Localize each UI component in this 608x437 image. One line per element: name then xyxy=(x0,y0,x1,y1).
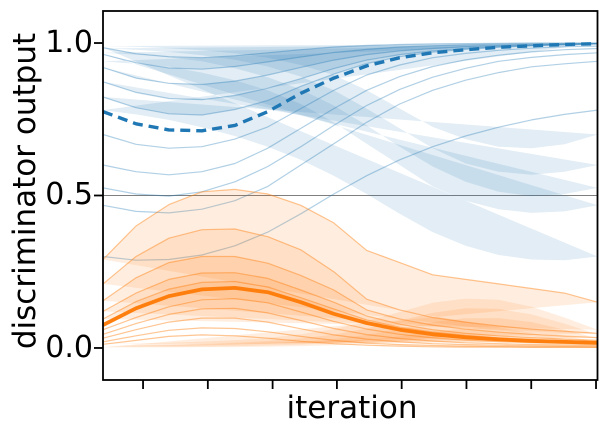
orange-solid-median-band-4 xyxy=(103,281,598,344)
y-tick-label-05: 0.5 xyxy=(45,177,93,212)
blue-dashed-median-band-4 xyxy=(103,43,598,149)
orange-solid-median-band-3-lo-edge xyxy=(102,307,598,346)
blue-dashed-median-band-0-hi-edge xyxy=(102,42,598,59)
orange-solid-median-band-2 xyxy=(103,256,598,347)
blue-dashed-median-band-2 xyxy=(103,43,598,197)
blue-dashed-median-band-1-lo-edge xyxy=(102,60,598,214)
blue-dashed-median-band-4-hi-edge xyxy=(102,43,598,116)
orange-solid-median-band-1-hi-edge xyxy=(102,228,598,334)
orange-solid-median xyxy=(102,285,598,345)
y-tick-label-0: 0.0 xyxy=(45,330,93,365)
orange-solid-median-band-0-hi-edge xyxy=(102,188,598,303)
orange-solid-median-band-1-lo-edge xyxy=(102,327,598,348)
orange-solid-median-band-3-hi-edge xyxy=(102,272,598,341)
orange-solid-median-band-0-lo-edge xyxy=(102,334,598,348)
orange-solid-median-band-2-lo-edge xyxy=(102,317,598,347)
orange-solid-median-band-1 xyxy=(103,229,598,348)
orange-solid-median-band-3 xyxy=(103,272,598,346)
blue-dashed-median xyxy=(102,41,598,133)
blue-dashed-median-band-3 xyxy=(103,43,598,175)
blue-dashed-median-band-2-hi-edge xyxy=(102,43,598,86)
blue-dashed-median-band-1 xyxy=(103,43,598,213)
x-axis-label: iteration xyxy=(286,390,418,426)
blue-dashed-median-band-2-lo-edge xyxy=(102,52,598,197)
blue-dashed-median-band-0-lo-edge xyxy=(102,109,598,261)
blue-dashed-median-band-0 xyxy=(103,43,598,261)
blue-dashed-median-band-4-lo-edge xyxy=(102,45,598,149)
blue-dashed-median-band-1-hi-edge xyxy=(102,42,598,70)
orange-solid-median-band-2-hi-edge xyxy=(102,255,598,339)
y-tick-label-1: 1.0 xyxy=(45,25,93,60)
blue-dashed-median-band-3-lo-edge xyxy=(102,47,598,176)
orange-solid-median-band-0 xyxy=(103,189,598,348)
blue-dashed-median-band-3-hi-edge xyxy=(102,43,598,101)
orange-solid-median-band-4-lo-edge xyxy=(102,298,598,345)
